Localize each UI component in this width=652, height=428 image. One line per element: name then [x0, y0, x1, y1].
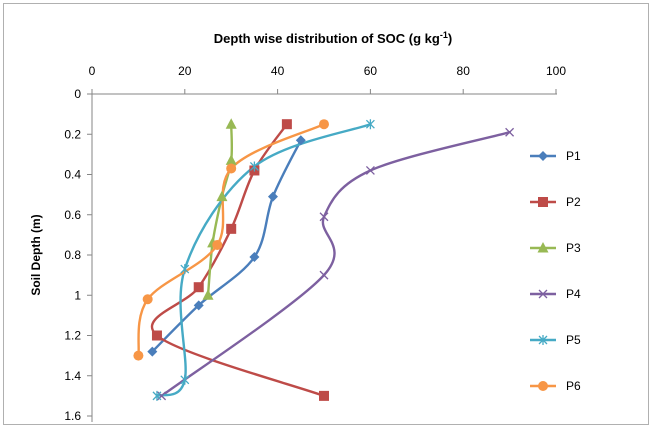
x-ticks: 0 20 40 60 80 100 [89, 64, 566, 94]
data-point-p5 [152, 390, 162, 401]
x-tick-label: 20 [178, 64, 192, 78]
data-point-p3 [202, 289, 214, 300]
data-point-p4 [365, 166, 375, 175]
data-point-p5 [249, 161, 259, 172]
y-ticks: 0 0.2 0.4 0.6 0.8 1 1.2 1.4 1.6 [64, 87, 92, 423]
legend-label-p4: P4 [566, 287, 581, 301]
data-point-p5 [365, 119, 375, 130]
legend-marker-p6 [538, 381, 548, 391]
y-tick-label: 0.6 [64, 208, 81, 222]
y-axis-label: Soil Depth (m) [29, 214, 43, 295]
x-tick-label: 80 [457, 64, 471, 78]
data-point-p1 [147, 346, 158, 357]
data-point-p6 [133, 350, 144, 361]
data-point-p2 [226, 223, 237, 234]
legend-label-p2: P2 [566, 195, 581, 209]
chart-title-main: Depth wise distribution of SOC (g kg [214, 31, 440, 46]
chart-title-close: ) [448, 31, 452, 46]
data-point-p4 [319, 212, 329, 222]
y-tick-label: 0 [74, 87, 81, 101]
axes [91, 93, 557, 422]
data-point-p4 [319, 270, 329, 280]
data-point-p1 [249, 252, 260, 263]
series-lines [137, 123, 511, 398]
legend-marker-p2 [538, 197, 548, 207]
series-line-p2 [150, 123, 326, 398]
series-line-p4 [160, 131, 511, 398]
y-tick-label: 0.8 [64, 248, 81, 262]
data-point-p4 [505, 127, 515, 137]
legend-label-p5: P5 [566, 333, 581, 347]
data-point-p2 [319, 390, 329, 401]
data-point-p6 [212, 239, 223, 250]
x-tick-label: 60 [364, 64, 378, 78]
y-tick-label: 0.4 [64, 168, 81, 182]
data-point-p5 [180, 374, 190, 385]
legend-marker-p3 [537, 242, 549, 253]
y-tick-label: 1.4 [64, 369, 81, 383]
legend-marker-p4 [538, 289, 548, 299]
chart-title: Depth wise distribution of SOC (g kg-1) [214, 30, 452, 46]
data-point-p3 [225, 118, 237, 129]
series-line-p3 [206, 123, 234, 297]
legend-label-p1: P1 [566, 149, 581, 163]
legend-label-p3: P3 [566, 241, 581, 255]
series-line-p5 [155, 123, 372, 398]
y-tick-label: 1.6 [64, 409, 81, 423]
data-point-p6 [142, 294, 153, 305]
series-markers [133, 118, 515, 401]
series-line-p1 [151, 139, 302, 353]
legend-label-p6: P6 [566, 379, 581, 393]
data-point-p1 [295, 135, 306, 146]
data-point-p2 [281, 119, 292, 130]
data-point-p3 [216, 190, 228, 202]
data-point-p2 [193, 282, 204, 293]
y-tick-label: 1.2 [64, 329, 81, 343]
data-point-p1 [267, 191, 278, 202]
legend-marker-p1 [538, 151, 548, 161]
data-point-p5 [180, 264, 190, 275]
legend-marker-p5 [538, 335, 548, 345]
x-tick-label: 40 [271, 64, 285, 78]
x-tick-label: 100 [546, 64, 566, 78]
data-point-p1 [193, 300, 204, 311]
y-tick-label: 0.2 [64, 127, 81, 141]
data-point-p6 [226, 163, 237, 174]
chart-title-superscript: -1 [440, 30, 448, 40]
data-point-p6 [319, 119, 329, 130]
legend: P1 P2 P3 P4 P5 P6 [530, 149, 581, 393]
y-tick-label: 1 [74, 288, 81, 302]
x-tick-label: 0 [89, 64, 96, 78]
data-point-p3 [225, 154, 237, 165]
data-point-p2 [151, 330, 162, 341]
